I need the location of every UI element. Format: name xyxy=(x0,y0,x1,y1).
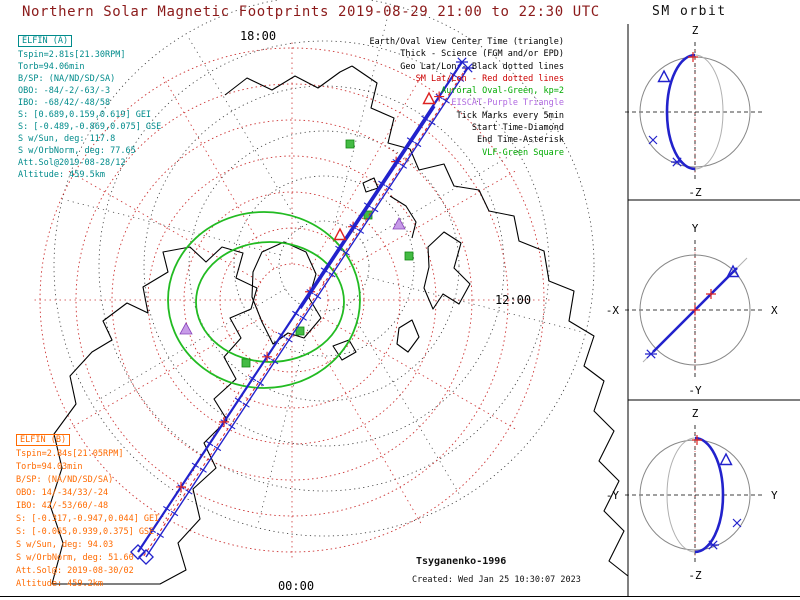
elfin-a-obo: OBO: -84/-2/-63/-3 xyxy=(18,86,111,96)
elfin-a-title: ELFIN (A) xyxy=(18,35,73,47)
elfin-b-torb: Torb=94.03min xyxy=(16,462,83,472)
legend-vlf: VLF-Green Square xyxy=(482,147,564,158)
map-legend: Earth/Oval View Center Time (triangle) T… xyxy=(370,36,564,159)
legend-geo-latlon: Geo Lat/Lon - Black dotted lines xyxy=(400,61,564,72)
svg-text:-X: -X xyxy=(606,304,620,317)
elfin-a-ibo: IBO: -68/42/-48/58 xyxy=(18,98,111,108)
svg-text:X: X xyxy=(771,304,778,317)
elfin-a-s-gei: S: [0.689,0.159,0.619] GEI xyxy=(18,110,152,120)
legend-thick-science: Thick - Science (FGM and/or EPD) xyxy=(400,49,564,60)
svg-text:12:00: 12:00 xyxy=(495,293,531,307)
eiscat-stations xyxy=(179,217,406,335)
elfin-b-orbnorm: S w/OrbNorm, deg: 51.60 xyxy=(16,553,134,563)
sm-grid xyxy=(34,42,550,558)
elfin-a-altitude: Altitude: 459.5km xyxy=(18,170,105,180)
legend-sm-latlon: SM Lat/Lon - Red dotted lines xyxy=(415,73,564,84)
auroral-oval xyxy=(167,211,361,389)
vlf-stations xyxy=(241,139,414,368)
svg-text:-Y: -Y xyxy=(606,489,620,502)
elfin-b-legend: ELFIN (B) Tspin=2.84s[21.05RPM] Torb=94.… xyxy=(16,434,159,591)
elfin-a-attsol: Att.Sol@2019-08-28/12 xyxy=(18,158,126,168)
legend-end-time: End Time-Asterisk xyxy=(477,135,564,146)
elfin-a-s-gse: S: [-0.489,-0.869,0.075] GSE xyxy=(18,122,162,132)
elfin-b-attsol: Att.Sol@: 2019-08-30/02 xyxy=(16,566,134,576)
svg-text:Z: Z xyxy=(692,407,699,420)
svg-text:-Z: -Z xyxy=(688,186,702,199)
elfin-a-orbnorm: S w/OrbNorm, deg: 77.65 xyxy=(18,146,136,156)
elfin-a-tspin: Tspin=2.81s[21.30RPM] xyxy=(18,50,126,60)
elfin-b-tspin: Tspin=2.84s[21.05RPM] xyxy=(16,449,124,459)
footprint-map: 18:00 12:00 00:00 xyxy=(34,0,629,593)
elfin-b-s-gei: S: [-0.317,-0.947,0.044] GEI xyxy=(16,514,160,524)
legend-tick-marks: Tick Marks every 5min xyxy=(456,110,564,121)
legend-start-time: Start Time-Diamond xyxy=(471,123,564,134)
elfin-b-title: ELFIN (B) xyxy=(16,434,71,446)
trajectory xyxy=(130,57,474,565)
elfin-b-bsp: B/SP: (NA/ND/SD/SA) xyxy=(16,475,114,485)
plot-bottom-border xyxy=(0,596,800,597)
model-label: Tsyganenko-1996 xyxy=(416,556,507,567)
page-title: Northern Solar Magnetic Footprints 2019-… xyxy=(22,4,600,20)
svg-text:Y: Y xyxy=(771,489,778,502)
svg-text:00:00: 00:00 xyxy=(278,579,314,593)
elfin-a-sun-angle: S w/Sun, deg: 117.8 xyxy=(18,134,116,144)
created-timestamp: Created: Wed Jan 25 10:30:07 2023 xyxy=(412,575,581,585)
legend-eiscat: EISCAT-Purple Triangle xyxy=(451,98,564,109)
elfin-b-obo: OBO: 14/-34/33/-24 xyxy=(16,488,109,498)
elfin-a-legend: ELFIN (A) Tspin=2.81s[21.30RPM] Torb=94.… xyxy=(18,35,161,181)
svg-text:-Z: -Z xyxy=(688,569,702,582)
elfin-a-bsp: B/SP: (NA/ND/SD/SA) xyxy=(18,74,116,84)
sm-orbit-title: SM orbit xyxy=(652,4,727,19)
svg-text:Y: Y xyxy=(692,222,699,235)
mlt-labels: 18:00 12:00 00:00 xyxy=(240,29,531,593)
elfin-b-altitude: Altitude: 459.2km xyxy=(16,579,103,589)
sm-orbit-panel-2: Y -Y -X X xyxy=(606,222,778,397)
elfin-b-ibo: IBO: 42/-53/60/-48 xyxy=(16,501,109,511)
legend-center-time: Earth/Oval View Center Time (triangle) xyxy=(369,37,564,47)
sm-orbit-panels: Z -Z Y -Y -X X Z -Z -Y Y xyxy=(606,24,800,596)
elfin-b-s-gse: S: [-0.065,0.939,0.375] GSE xyxy=(16,527,155,537)
svg-text:Z: Z xyxy=(692,24,699,37)
elfin-b-sun-angle: S w/Sun, deg: 94.03 xyxy=(16,540,114,550)
elfin-a-torb: Torb=94.06min xyxy=(18,62,85,72)
legend-auroral-oval: Auroral Oval-Green, kp=2 xyxy=(441,86,564,97)
svg-text:-Y: -Y xyxy=(688,384,702,397)
sm-orbit-panel-3: Z -Z -Y Y xyxy=(606,407,778,582)
sm-orbit-panel-1: Z -Z xyxy=(625,24,765,199)
svg-text:18:00: 18:00 xyxy=(240,29,276,43)
